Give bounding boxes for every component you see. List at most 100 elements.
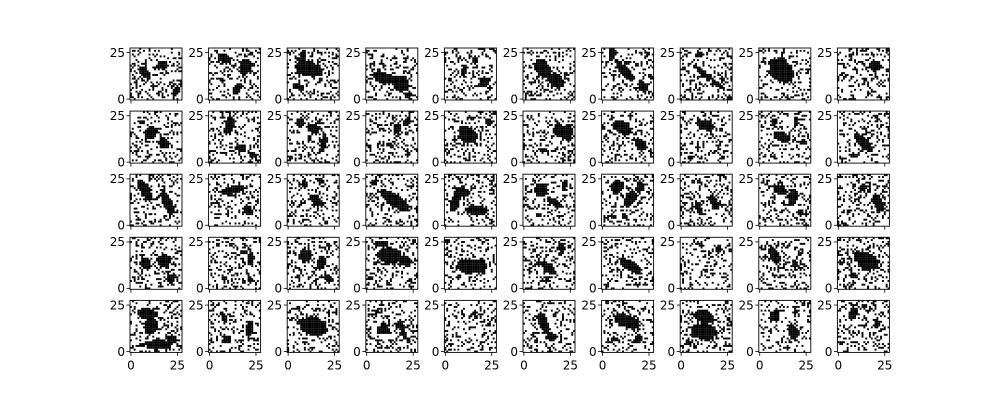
pixel-mark: [528, 94, 531, 97]
pixel-mark: [631, 142, 634, 145]
pixel-mark: [614, 157, 617, 160]
pixel-mark: [887, 112, 890, 115]
pixel-mark: [474, 75, 477, 78]
pixel-mark: [709, 59, 712, 62]
pixel-mark: [771, 144, 774, 147]
pixel-mark: [805, 92, 808, 95]
pixel-mark: [781, 75, 783, 78]
pixel-mark: [691, 155, 694, 158]
pixel-mark: [794, 161, 796, 164]
pixel-mark: [318, 140, 321, 143]
pixel-mark: [451, 118, 454, 121]
pixel-mark: [324, 83, 327, 86]
pixel-mark: [808, 85, 811, 88]
pixel-mark: [708, 122, 710, 125]
pixel-mark: [150, 127, 153, 130]
pixel-mark: [708, 98, 710, 101]
pixel-mark: [161, 88, 164, 91]
pixel-mark: [771, 140, 774, 143]
pixel-mark: [526, 74, 529, 76]
pixel-mark: [300, 62, 303, 65]
pixel-mark: [622, 66, 624, 69]
pixel-mark: [221, 151, 224, 154]
pixel-mark: [378, 116, 381, 119]
pixel-mark: [569, 94, 572, 97]
pixel-mark: [708, 49, 710, 52]
pixel-mark: [382, 79, 385, 82]
pixel-mark: [874, 66, 877, 69]
pixel-mark: [543, 62, 546, 65]
pixel-mark: [687, 157, 690, 160]
pixel-mark: [256, 153, 259, 156]
pixel-mark: [375, 116, 377, 119]
pixel-mark: [724, 135, 727, 138]
pixel-mark: [524, 155, 527, 158]
pixel-mark: [790, 64, 793, 67]
pixel-mark: [786, 114, 789, 117]
pixel-mark: [369, 62, 372, 65]
pixel-mark: [468, 127, 471, 130]
pixel-mark: [872, 90, 875, 93]
pixel-mark: [240, 148, 243, 151]
pixel-mark: [779, 68, 782, 71]
pixel-mark: [316, 120, 319, 123]
pixel-mark: [682, 62, 684, 65]
pixel-mark: [629, 118, 632, 121]
pixel-mark: [526, 125, 529, 128]
pixel-mark: [455, 68, 458, 71]
pixel-mark: [165, 140, 168, 143]
pixel-mark: [488, 85, 491, 88]
pixel-mark: [316, 125, 319, 128]
pixel-mark: [462, 66, 465, 69]
pixel-mark: [683, 161, 686, 164]
pixel-mark: [311, 70, 314, 73]
pixel-mark: [719, 148, 722, 151]
pixel-mark: [180, 79, 183, 82]
pixel-mark: [223, 131, 226, 134]
pixel-mark: [311, 159, 314, 162]
pixel-mark: [488, 159, 491, 162]
pixel-mark: [682, 68, 684, 71]
pixel-mark: [311, 124, 314, 127]
pixel-mark: [773, 68, 776, 71]
pixel-mark: [449, 155, 452, 158]
pixel-mark: [165, 125, 168, 128]
pixel-mark: [627, 129, 630, 132]
pixel-mark: [861, 133, 864, 136]
pixel-mark: [488, 133, 491, 136]
pixel-mark: [303, 59, 306, 62]
pixel-mark: [532, 118, 535, 121]
pixel-mark: [488, 88, 491, 91]
pixel-mark: [524, 92, 527, 95]
pixel-mark: [698, 87, 701, 89]
pixel-mark: [549, 66, 551, 69]
subplot-panel: 250: [503, 109, 576, 169]
pixel-mark: [627, 68, 630, 71]
pixel-mark: [874, 75, 877, 78]
pixel-mark: [842, 114, 845, 117]
pixel-mark: [485, 81, 488, 84]
pixel-mark: [722, 62, 725, 65]
pixel-mark: [601, 140, 604, 143]
pixel-mark: [784, 72, 787, 75]
pixel-mark: [388, 157, 390, 160]
pixel-mark: [769, 98, 772, 101]
pixel-mark: [726, 150, 729, 153]
pixel-mark: [523, 66, 525, 69]
pixel-mark: [857, 140, 860, 143]
pixel-mark: [610, 74, 613, 76]
pixel-mark: [245, 116, 248, 119]
pixel-mark: [689, 159, 692, 162]
pixel-mark: [494, 124, 497, 127]
pixel-mark: [708, 125, 710, 128]
pixel-mark: [369, 148, 372, 151]
pixel-mark: [715, 135, 718, 138]
pixel-mark: [163, 62, 166, 65]
pixel-mark: [642, 83, 645, 86]
pixel-mark: [683, 112, 686, 115]
pixel-mark: [859, 111, 862, 114]
pixel-mark: [771, 61, 774, 63]
pixel-mark: [331, 57, 334, 60]
pixel-mark: [605, 161, 608, 164]
pixel-mark: [225, 127, 228, 130]
